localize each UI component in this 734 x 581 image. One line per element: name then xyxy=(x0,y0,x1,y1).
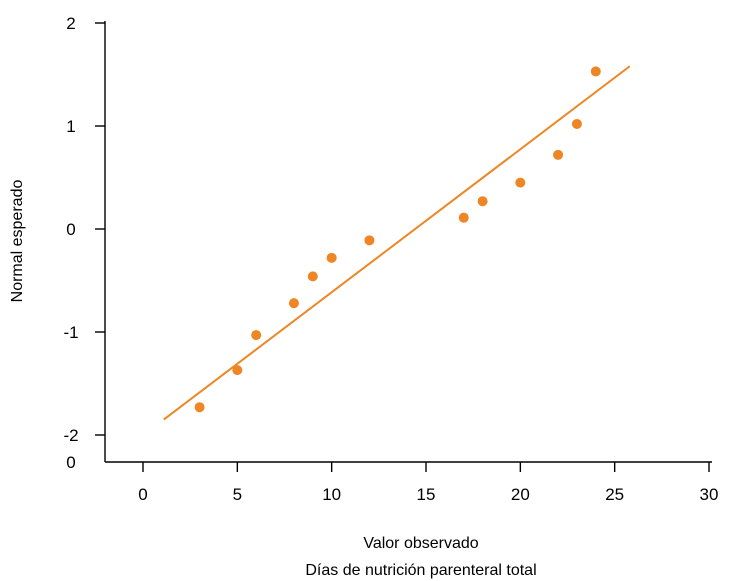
y-tick-label: -1 xyxy=(63,323,78,342)
x-tick-label: 10 xyxy=(322,485,341,504)
y-ticks: 2 1 0 -1 -2 xyxy=(63,14,105,445)
data-point xyxy=(515,177,526,188)
x-axis-subtitle: Días de nutrición parenteral total xyxy=(305,562,536,579)
data-points xyxy=(194,66,601,413)
data-point xyxy=(194,402,205,413)
x-tick-label: 15 xyxy=(417,485,436,504)
data-point xyxy=(590,66,601,77)
data-point xyxy=(364,235,375,246)
y-tick-label: 1 xyxy=(66,117,75,136)
data-point xyxy=(553,149,564,160)
data-point xyxy=(477,196,488,207)
x-tick-label: 0 xyxy=(138,485,147,504)
data-point xyxy=(458,212,469,223)
x-ticks: 0 5 10 15 20 25 30 xyxy=(138,462,718,504)
y-tick-label: 2 xyxy=(66,14,75,33)
reference-line xyxy=(163,65,631,421)
axes xyxy=(104,21,712,463)
data-point xyxy=(571,118,582,129)
x-tick-label: 30 xyxy=(700,485,719,504)
data-point xyxy=(251,330,262,341)
data-point xyxy=(307,271,318,282)
y-tick-label: -2 xyxy=(63,426,78,445)
y-axis-title: Normal esperado xyxy=(9,180,26,303)
data-point xyxy=(288,298,299,309)
x-axis-title: Valor observado xyxy=(363,535,478,552)
data-point xyxy=(326,252,337,263)
y-tick-label: 0 xyxy=(66,220,75,239)
data-point xyxy=(232,365,243,376)
x-tick-label: 25 xyxy=(605,485,624,504)
x-tick-label: 20 xyxy=(511,485,530,504)
x-tick-label: 5 xyxy=(233,485,242,504)
y-axis-zero-label: 0 xyxy=(66,453,75,472)
